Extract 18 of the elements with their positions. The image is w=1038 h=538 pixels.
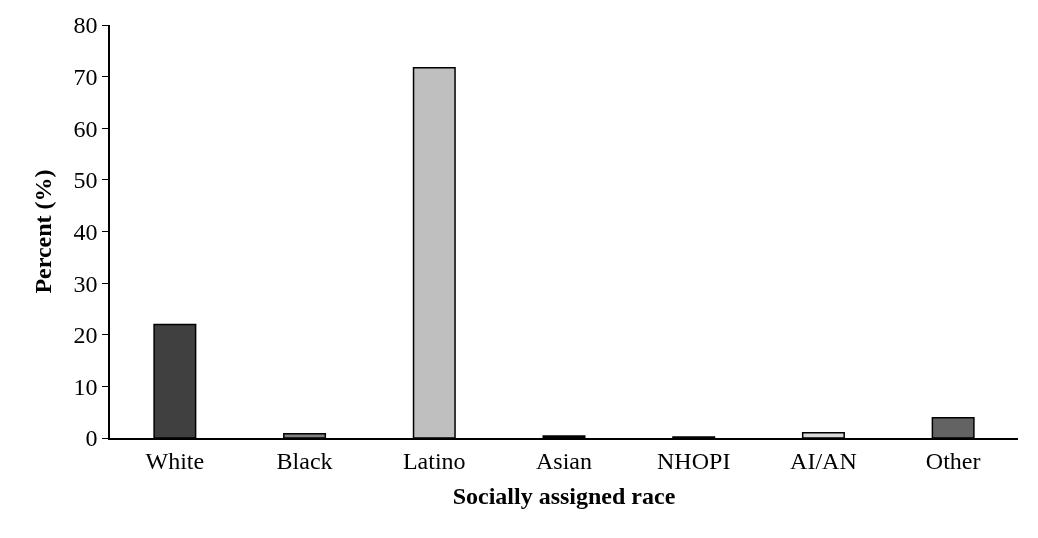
x-tick-label: Asian <box>536 447 592 474</box>
y-tick-label: 10 <box>73 373 98 400</box>
y-tick-label: 40 <box>73 218 98 245</box>
y-tick-label: 60 <box>73 115 98 142</box>
y-tick-label: 80 <box>73 12 98 39</box>
x-tick-label: Latino <box>402 447 466 474</box>
y-tick-label: 50 <box>73 167 98 194</box>
y-tick-label: 0 <box>85 425 98 452</box>
y-tick-label: 30 <box>73 270 98 297</box>
x-tick-label: NHOPI <box>657 447 731 474</box>
y-tick-label: 70 <box>73 64 98 91</box>
x-tick-label: White <box>145 447 205 474</box>
x-tick-label: AI/AN <box>790 447 857 474</box>
x-axis-title: Socially assigned race <box>452 483 676 510</box>
y-axis-title: Percent (%) <box>30 169 57 294</box>
x-tick-label: Other <box>925 447 981 474</box>
y-tick-label: 20 <box>73 322 98 349</box>
x-tick-label: Black <box>276 447 333 474</box>
